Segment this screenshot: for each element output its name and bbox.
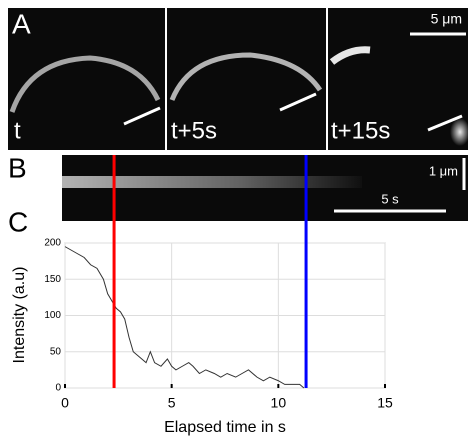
- x-axis-label: Elapsed time in s: [164, 419, 286, 436]
- y-tick-label: 150: [44, 274, 61, 285]
- y-tick-label: 100: [44, 310, 61, 321]
- panel-label: A: [12, 8, 31, 39]
- panel-a: A t t+5s t+15s 5 μm: [8, 8, 470, 150]
- frame-label: t: [14, 117, 21, 144]
- scale-label: 1 μm: [429, 163, 458, 178]
- y-tick-label: 200: [44, 238, 61, 249]
- membrane: [169, 52, 323, 101]
- panel-b: B 1 μm 5 s: [8, 152, 468, 221]
- x-tick-label: 5: [168, 395, 176, 411]
- marker-line: [279, 92, 317, 112]
- panel-label: C: [8, 206, 28, 237]
- x-tick-label: 0: [61, 395, 69, 411]
- marker-line: [427, 114, 463, 132]
- frame-label: t+5s: [171, 117, 217, 144]
- image-frame: [328, 8, 468, 150]
- frame-label: t+15s: [331, 117, 390, 144]
- intensity-line: [64, 246, 305, 389]
- scale-label: 5 s: [381, 191, 399, 206]
- x-tick-label: 15: [377, 395, 393, 411]
- spot: [450, 118, 470, 146]
- y-axis-label: Intensity (a.u): [11, 267, 28, 364]
- membrane: [9, 55, 161, 113]
- membrane: [329, 46, 371, 65]
- kymograph-track: [62, 176, 362, 188]
- panel-label: B: [8, 152, 27, 183]
- scale-label: 5 μm: [431, 11, 462, 27]
- x-tick-label: 10: [271, 395, 287, 411]
- image-frame: [167, 8, 326, 150]
- marker-line: [123, 106, 161, 126]
- y-tick-label: 0: [55, 383, 61, 394]
- y-tick-label: 50: [50, 346, 62, 357]
